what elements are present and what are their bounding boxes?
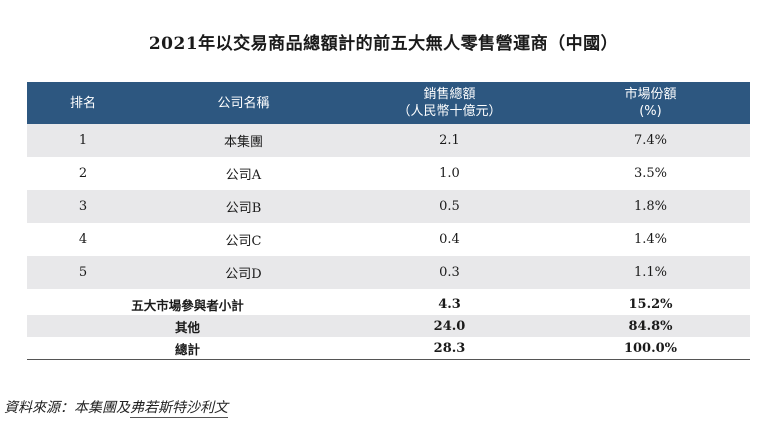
row-share: 7.4% bbox=[633, 133, 668, 148]
table-row: 3 公司B 0.5 1.8% bbox=[27, 190, 750, 223]
source-note: 資料來源：本集團及弗若斯特沙利文 bbox=[4, 397, 228, 418]
row-share: 1.4% bbox=[633, 232, 668, 247]
header-share-unit: (%) bbox=[639, 104, 662, 119]
table-header: 排名 公司名稱 銷售總額 （人民幣十億元） 市場份額 (%) bbox=[27, 82, 750, 124]
header-sales-unit: （人民幣十億元） bbox=[397, 104, 502, 119]
summary-label: 五大市場參與者小計 bbox=[131, 297, 244, 313]
table-bottom-rule bbox=[27, 359, 750, 360]
summary-share: 15.2% bbox=[628, 296, 673, 312]
row-rank: 3 bbox=[78, 199, 88, 214]
row-sales: 1.0 bbox=[439, 166, 460, 181]
summary-sales: 28.3 bbox=[433, 340, 466, 356]
summary-label: 其他 bbox=[174, 319, 200, 335]
table-row: 1 本集團 2.1 7.4% bbox=[27, 124, 750, 157]
table-row: 5 公司D 0.3 1.1% bbox=[27, 256, 750, 289]
row-company: 公司D bbox=[225, 267, 262, 282]
header-company: 公司名稱 bbox=[217, 95, 270, 111]
row-company: 公司B bbox=[225, 201, 262, 216]
row-sales: 0.4 bbox=[439, 232, 460, 247]
summary-row-total: 總計 28.3 100.0% bbox=[27, 337, 750, 359]
header-rank: 排名 bbox=[69, 95, 96, 111]
ranking-table: 排名 公司名稱 銷售總額 （人民幣十億元） 市場份額 (%) 1 本集團 2.1… bbox=[27, 82, 750, 360]
summary-sales: 4.3 bbox=[438, 296, 461, 312]
row-rank: 5 bbox=[78, 265, 88, 280]
summary-label: 總計 bbox=[174, 341, 200, 357]
row-sales: 0.5 bbox=[439, 199, 460, 214]
row-sales: 0.3 bbox=[439, 265, 460, 280]
row-company: 本集團 bbox=[223, 135, 263, 150]
row-share: 1.1% bbox=[633, 265, 668, 280]
summary-share: 84.8% bbox=[628, 318, 673, 334]
row-company: 公司C bbox=[225, 234, 262, 249]
summary-sales: 24.0 bbox=[433, 318, 466, 334]
summary-share: 100.0% bbox=[623, 340, 678, 356]
header-sales-label: 銷售總額 bbox=[423, 87, 476, 102]
header-share: 市場份額 (%) bbox=[551, 82, 750, 124]
row-rank: 1 bbox=[78, 133, 88, 148]
header-sales: 銷售總額 （人民幣十億元） bbox=[348, 82, 551, 124]
summary-row-others: 其他 24.0 84.8% bbox=[27, 315, 750, 337]
row-sales: 2.1 bbox=[439, 133, 460, 148]
table-row: 4 公司C 0.4 1.4% bbox=[27, 223, 750, 256]
row-company: 公司A bbox=[225, 168, 262, 183]
row-share: 1.8% bbox=[633, 199, 668, 214]
table-title: 2021年以交易商品總額計的前五大無人零售營運商（中國） bbox=[148, 34, 619, 54]
row-share: 3.5% bbox=[633, 166, 668, 181]
row-rank: 4 bbox=[78, 232, 88, 247]
header-share-label: 市場份額 bbox=[624, 87, 677, 102]
summary-row-subtotal: 五大市場參與者小計 4.3 15.2% bbox=[27, 293, 750, 315]
source-link[interactable]: 弗若斯特沙利文 bbox=[130, 400, 228, 418]
table-row: 2 公司A 1.0 3.5% bbox=[27, 157, 750, 190]
row-rank: 2 bbox=[78, 166, 88, 181]
source-prefix: 資料來源：本集團及 bbox=[4, 400, 130, 416]
